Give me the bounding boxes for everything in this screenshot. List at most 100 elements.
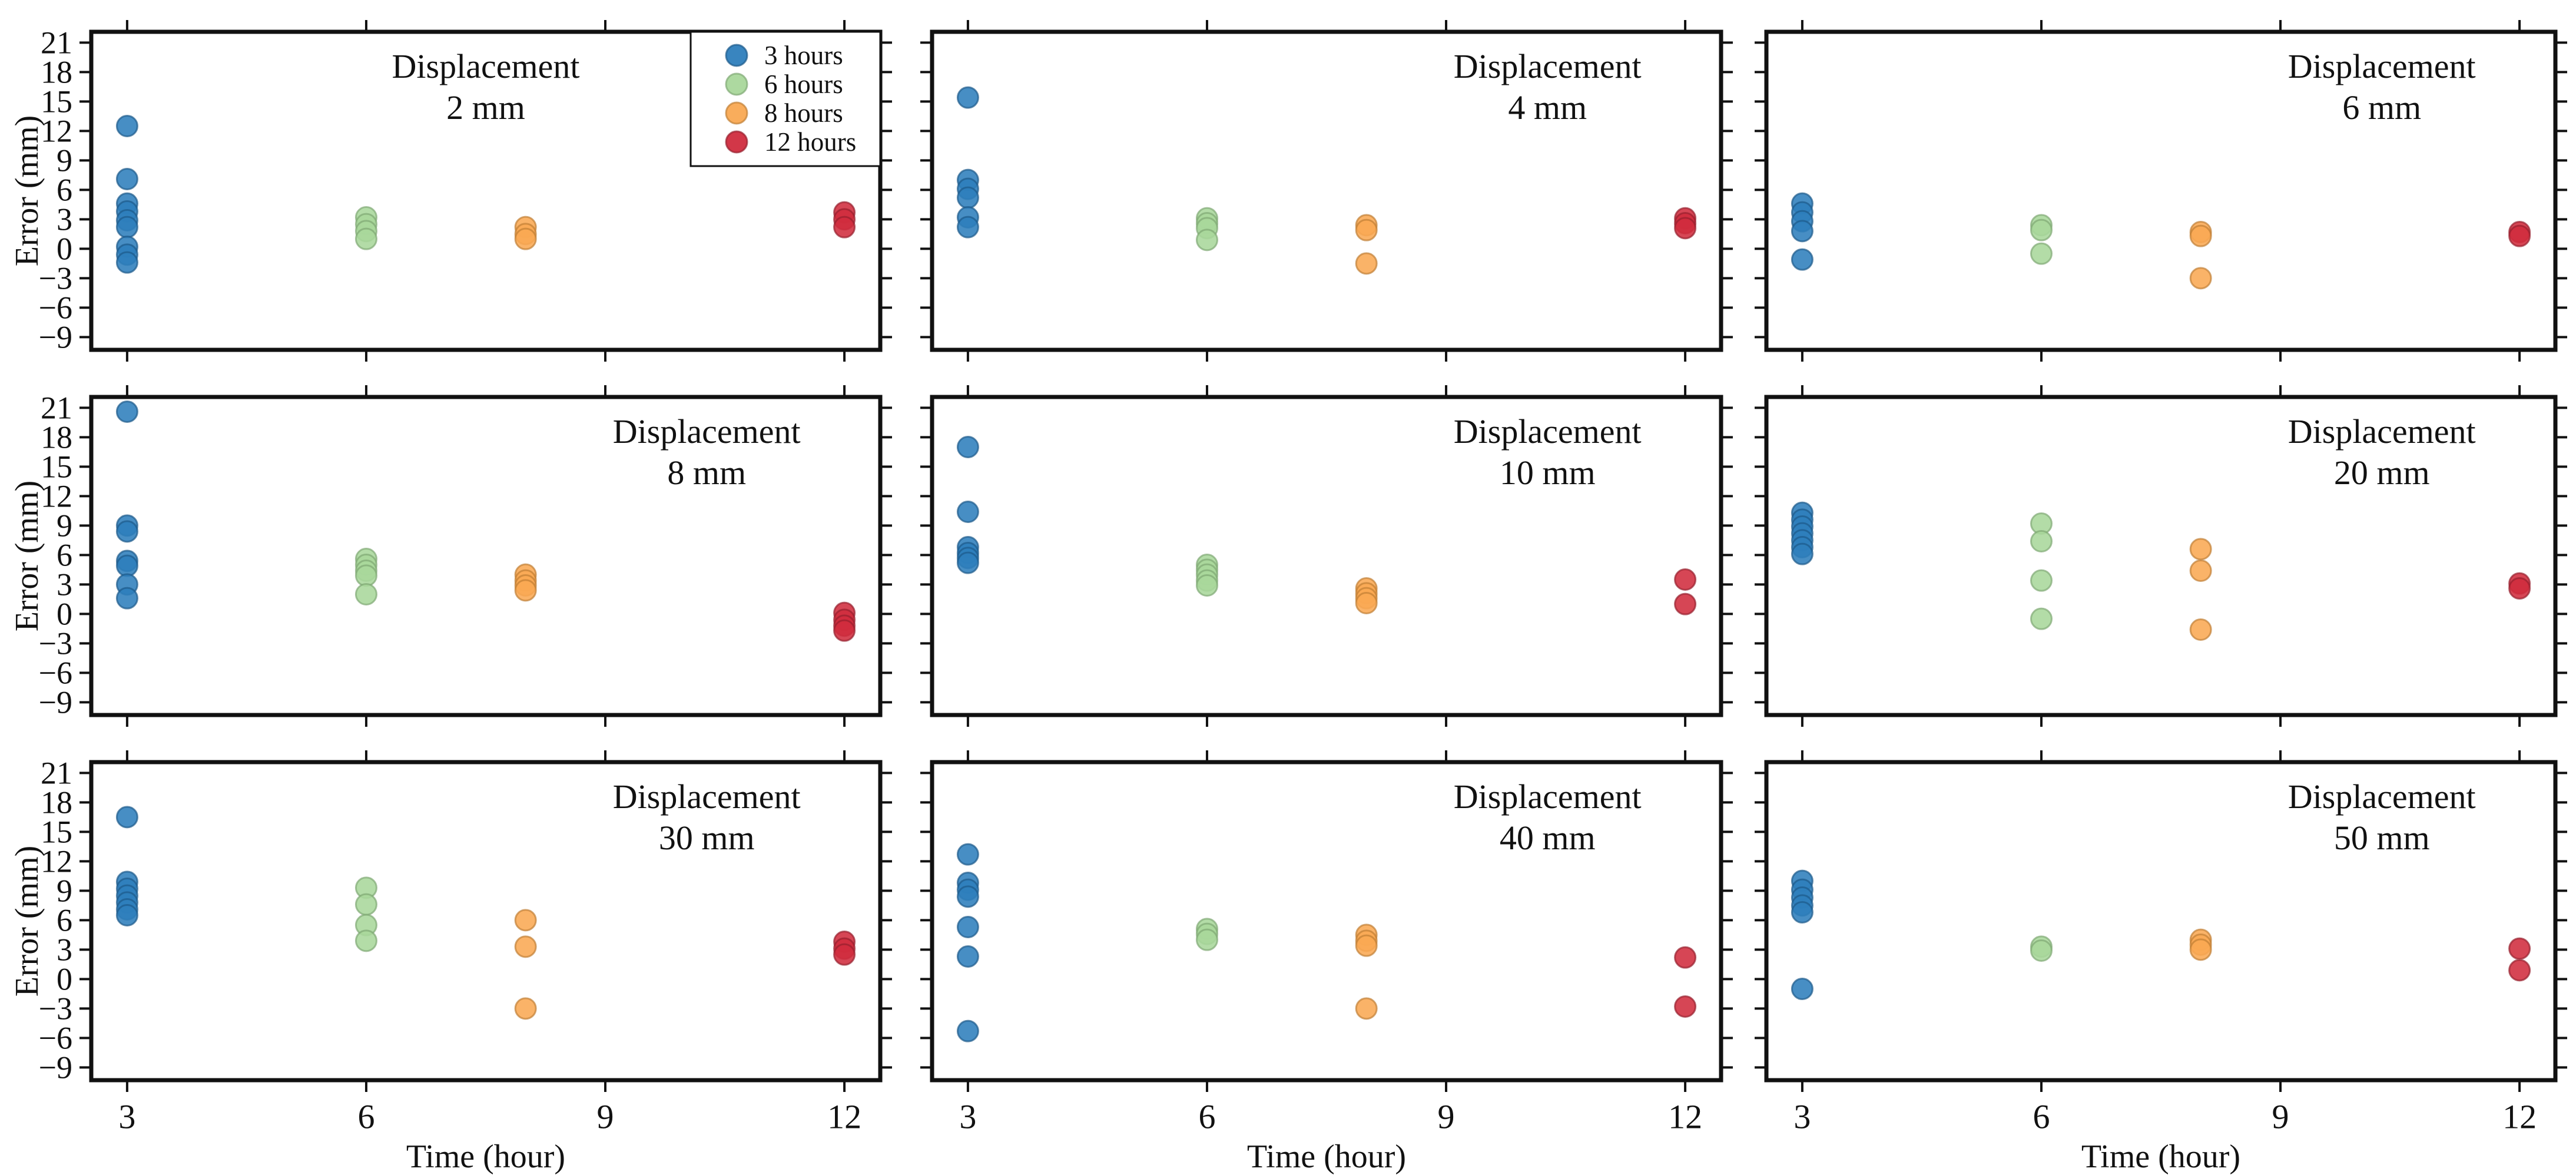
series-6-hours	[2030, 512, 2053, 630]
subplot-title-line1: Displacement	[613, 777, 801, 816]
data-point	[956, 551, 979, 574]
data-point	[1674, 568, 1697, 591]
y-tick-label: 21	[41, 25, 72, 60]
data-point	[514, 935, 537, 958]
data-point	[2189, 224, 2212, 247]
y-tick-label: 3	[57, 567, 72, 602]
y-tick-label: 0	[57, 231, 72, 266]
series-12-hours	[833, 201, 856, 239]
subplot-title-line1: Displacement	[392, 47, 580, 85]
y-tick-label: −9	[39, 1050, 72, 1085]
series-6-hours	[354, 206, 377, 250]
legend-box	[689, 31, 881, 167]
data-point	[956, 945, 979, 968]
data-point	[2030, 607, 2053, 630]
y-tick-label: 0	[57, 961, 72, 997]
y-tick-label: 18	[41, 419, 72, 455]
x-tick-label: 6	[2033, 1098, 2050, 1136]
x-tick-label: 12	[827, 1098, 861, 1136]
y-tick-label: 3	[57, 932, 72, 967]
data-point	[1791, 220, 1814, 243]
y-tick-label: 18	[41, 785, 72, 820]
series-3-hours	[956, 436, 979, 574]
x-tick-label: 9	[597, 1098, 614, 1136]
series-3-hours	[1791, 192, 1814, 271]
data-point	[833, 619, 856, 642]
subplot-title-line2: 4 mm	[1508, 88, 1587, 127]
subplot-title-line1: Displacement	[1454, 412, 1642, 451]
data-point	[354, 893, 377, 916]
plot-frame	[89, 395, 883, 717]
series-3-hours	[956, 86, 979, 239]
x-tick-label: 6	[1198, 1098, 1215, 1136]
plot-frame	[1764, 395, 2558, 717]
legend-swatch-3-hours	[725, 44, 748, 67]
series-6-hours	[2030, 935, 2053, 962]
subplot-title-line1: Displacement	[2288, 412, 2476, 451]
series-12-hours	[1674, 946, 1697, 1018]
legend-swatch-8-hours	[725, 101, 748, 125]
data-point	[115, 115, 138, 137]
plot-frame	[930, 29, 1723, 352]
data-point	[514, 579, 537, 602]
data-point	[1674, 593, 1697, 615]
data-point	[1355, 997, 1378, 1020]
subplot-title-line2: 10 mm	[1500, 454, 1596, 492]
data-point	[1791, 978, 1814, 1000]
y-tick-label: 21	[41, 390, 72, 425]
series-6-hours	[1195, 554, 1218, 597]
plot-frame	[1764, 29, 2558, 352]
data-point	[514, 227, 537, 250]
data-point	[354, 929, 377, 952]
data-point	[956, 86, 979, 109]
data-point	[2189, 560, 2212, 582]
data-point	[2030, 530, 2053, 552]
data-point	[115, 904, 138, 926]
subplot-title-line2: 30 mm	[659, 819, 755, 857]
series-3-hours	[115, 806, 138, 926]
data-point	[2508, 577, 2531, 600]
data-point	[115, 520, 138, 543]
x-axis-title: Time (hour)	[2081, 1138, 2240, 1175]
y-tick-label: 21	[41, 755, 72, 790]
y-tick-label: 6	[57, 172, 72, 207]
y-tick-label: 9	[57, 873, 72, 908]
x-tick-label: 9	[2272, 1098, 2289, 1136]
data-point	[2030, 939, 2053, 962]
plot-frame	[89, 760, 883, 1083]
data-point	[1195, 928, 1218, 951]
y-tick-label: −3	[39, 625, 72, 661]
plot-frame	[930, 395, 1723, 717]
plot-frame	[930, 760, 1723, 1083]
series-8-hours	[2189, 928, 2212, 961]
series-12-hours	[2508, 572, 2531, 600]
subplot-title-line2: 8 mm	[667, 454, 746, 492]
data-point	[354, 564, 377, 587]
series-12-hours	[2508, 221, 2531, 247]
y-axis-title: Error (mm)	[9, 846, 45, 997]
series-6-hours	[2030, 214, 2053, 265]
series-3-hours	[1791, 501, 1814, 565]
data-point	[514, 909, 537, 932]
subplot-title-line1: Displacement	[2288, 47, 2476, 85]
data-point	[1355, 252, 1378, 275]
data-point	[956, 216, 979, 239]
data-point	[956, 186, 979, 209]
data-point	[354, 583, 377, 605]
data-point	[2508, 959, 2531, 982]
data-point	[956, 1020, 979, 1042]
data-point	[833, 216, 856, 239]
x-axis-title: Time (hour)	[406, 1138, 565, 1175]
x-tick-label: 12	[1668, 1098, 1702, 1136]
data-point	[2030, 219, 2053, 241]
data-point	[956, 436, 979, 458]
data-point	[115, 806, 138, 829]
y-tick-label: −9	[39, 684, 72, 720]
